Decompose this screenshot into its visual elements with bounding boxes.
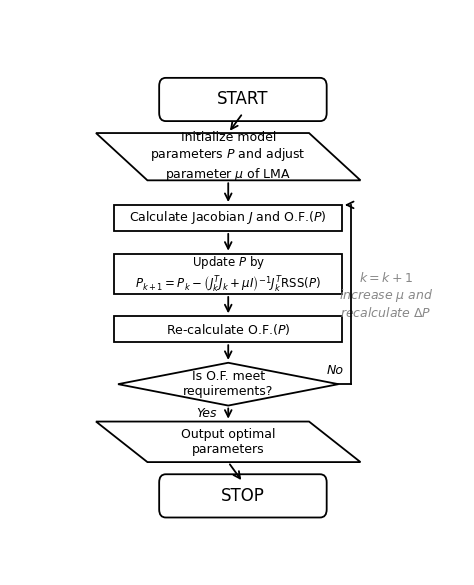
Text: Re-calculate O.F.($P$): Re-calculate O.F.($P$) — [166, 322, 291, 337]
Text: No: No — [327, 364, 344, 377]
FancyBboxPatch shape — [159, 474, 327, 518]
Text: Initialize model
parameters $P$ and adjust
parameter $\mu$ of LMA: Initialize model parameters $P$ and adju… — [150, 131, 306, 183]
Text: Yes: Yes — [197, 407, 217, 420]
Bar — [114, 253, 342, 294]
Text: Calculate Jacobian $J$ and O.F.($P$): Calculate Jacobian $J$ and O.F.($P$) — [129, 209, 327, 226]
FancyBboxPatch shape — [159, 78, 327, 121]
Polygon shape — [96, 133, 360, 180]
Polygon shape — [96, 422, 360, 462]
Bar — [114, 205, 342, 231]
Text: Is O.F. meet
requirements?: Is O.F. meet requirements? — [183, 370, 273, 398]
Text: Output optimal
parameters: Output optimal parameters — [181, 428, 275, 456]
Polygon shape — [118, 363, 338, 405]
Text: recalculate $\Delta P$: recalculate $\Delta P$ — [340, 305, 432, 319]
Bar — [114, 316, 342, 342]
Text: STOP: STOP — [221, 487, 265, 505]
Text: Update $P$ by
$P_{k+1}=P_k-\left(J_k^TJ_k+\mu I\right)^{-1}J_k^T\mathrm{RSS}(P)$: Update $P$ by $P_{k+1}=P_k-\left(J_k^TJ_… — [136, 254, 321, 294]
Text: $k = k + 1$: $k = k + 1$ — [359, 271, 413, 285]
Text: START: START — [217, 91, 269, 108]
Text: increase $\mu$ and: increase $\mu$ and — [339, 287, 433, 304]
